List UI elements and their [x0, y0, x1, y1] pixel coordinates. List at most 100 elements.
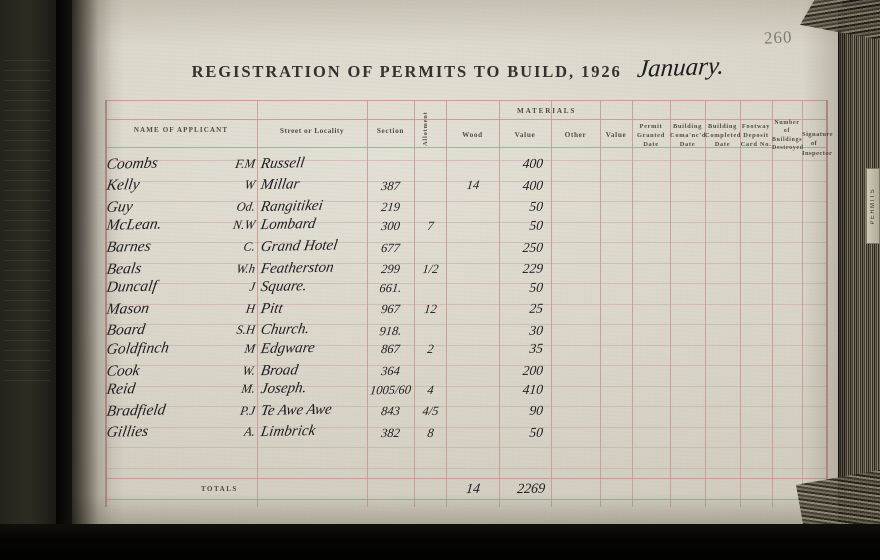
row-line [105, 303, 827, 305]
row-line [105, 221, 827, 223]
ledger-page: 260 REGISTRATION OF PERMITS TO BUILD, 19… [72, 0, 842, 528]
cell-allotment: 2 [426, 342, 435, 357]
header-other-value: Value [605, 131, 627, 139]
cell-value: 250 [522, 239, 544, 255]
col-border-destroyed [802, 100, 803, 507]
header-signature-of-inspector: Signature of Inspector [802, 131, 833, 157]
header-building-completed-date: Building Completed Date [705, 123, 742, 149]
row-line [105, 324, 827, 325]
cell-street: Edgware [259, 339, 316, 358]
col-border-commenced-date [705, 100, 706, 507]
cell-street: Russell [259, 154, 306, 172]
cell-allotment: 1/2 [421, 261, 440, 277]
col-border-section [414, 100, 415, 507]
row-line [105, 447, 827, 448]
cell-allotment: 12 [423, 302, 438, 317]
desk-surface [0, 524, 880, 560]
header-name-of-applicant: NAME OF APPLICANT [133, 126, 229, 134]
facing-page-ruling [4, 60, 50, 390]
totals-value: 2269 [516, 481, 546, 498]
cell-street: Church. [259, 321, 311, 339]
page-number: 260 [763, 27, 793, 48]
cell-value: 90 [528, 402, 544, 419]
cell-street: Featherston [259, 259, 335, 277]
header-materials-group: MATERIALS [517, 107, 577, 115]
cell-value: 35 [528, 341, 544, 357]
cell-section: 661. [378, 280, 403, 295]
cell-value: 50 [528, 198, 544, 215]
col-border-other [600, 100, 601, 507]
cell-initials: P.J [239, 403, 257, 418]
page-title: REGISTRATION OF PERMITS TO BUILD, 1926 [191, 62, 622, 81]
index-tab[interactable]: PERMITS [866, 168, 880, 244]
cell-initials: Od. [235, 199, 257, 214]
materials-group-rule [105, 119, 827, 121]
col-border-permit-date [670, 100, 671, 507]
cell-street: Pitt [259, 300, 284, 317]
row-line [105, 262, 827, 264]
cell-section: 364 [380, 363, 401, 379]
cell-value: 400 [522, 177, 544, 193]
col-border-footway [772, 100, 773, 507]
col-border-name [257, 100, 258, 507]
row-line [105, 344, 827, 346]
cell-street: Square. [259, 278, 309, 296]
cell-allotment: 7 [426, 218, 435, 233]
cell-street: Joseph. [259, 380, 308, 398]
cell-wood: 14 [466, 178, 481, 193]
row-line [105, 242, 827, 243]
row-line [105, 467, 827, 469]
cell-section: 677 [380, 240, 401, 255]
header-number-of-buildings-destroyed: Number of Buildings Destroyed [772, 120, 804, 152]
totals-wood: 14 [465, 481, 481, 498]
cell-section: 843 [380, 404, 401, 419]
cell-initials: J [248, 279, 257, 294]
month-handwritten: January. [635, 52, 725, 83]
cell-initials: W. [241, 363, 257, 378]
header-street-or-locality: Street or Locality [279, 126, 345, 135]
cell-allotment: 8 [426, 425, 435, 440]
cell-initials: M. [240, 381, 257, 396]
cell-street: Limbrick [259, 423, 317, 441]
header-building-commenced-date: Building Coma'nc'd Date [670, 123, 707, 149]
row-line [105, 365, 827, 366]
book-fore-edge [838, 8, 880, 528]
cell-section: 867 [380, 342, 401, 357]
page-title-row: REGISTRATION OF PERMITS TO BUILD, 1926 J… [72, 52, 842, 84]
totals-label: TOTALS [201, 485, 238, 493]
cell-initials: C. [242, 239, 257, 254]
cell-initials: N.W [232, 217, 257, 233]
table-top-border [105, 100, 827, 102]
cell-initials: F.M [234, 156, 257, 171]
row-line [105, 180, 827, 182]
row-line [105, 160, 827, 161]
header-permit-granted-date: Permit Granted Date [637, 123, 665, 149]
cell-street: Millar [259, 176, 301, 194]
header-bottom-border [105, 147, 827, 149]
cell-section: 219 [380, 200, 401, 215]
header-footway-deposit-card-no: Footway Deposit Card No. [740, 123, 772, 149]
cell-street: Te Awe Awe [259, 401, 333, 419]
cell-section: 382 [380, 425, 401, 440]
row-line [105, 201, 827, 202]
cell-section: 918. [378, 323, 403, 339]
permits-table: NAME OF APPLICANT Street or Locality Sec… [105, 100, 833, 507]
cell-value: 30 [528, 322, 544, 338]
facing-page-shadow [0, 0, 74, 528]
row-line [105, 426, 827, 428]
col-border-other-value [632, 100, 633, 507]
row-line [105, 283, 827, 284]
header-allotment: Allotment [422, 111, 429, 147]
cell-section: 387 [380, 178, 401, 193]
cell-value: 200 [522, 362, 544, 379]
cell-initials: M [243, 341, 257, 356]
col-border-completed-date [740, 100, 741, 507]
cell-value: 25 [528, 300, 544, 317]
cell-street: Lombard [259, 216, 317, 234]
col-border-wood [499, 100, 500, 507]
cell-section: 967 [380, 302, 401, 317]
cell-street: Rangitikei [259, 197, 325, 215]
header-wood-value: Value [514, 131, 536, 139]
index-tab-label: PERMITS [870, 187, 876, 225]
